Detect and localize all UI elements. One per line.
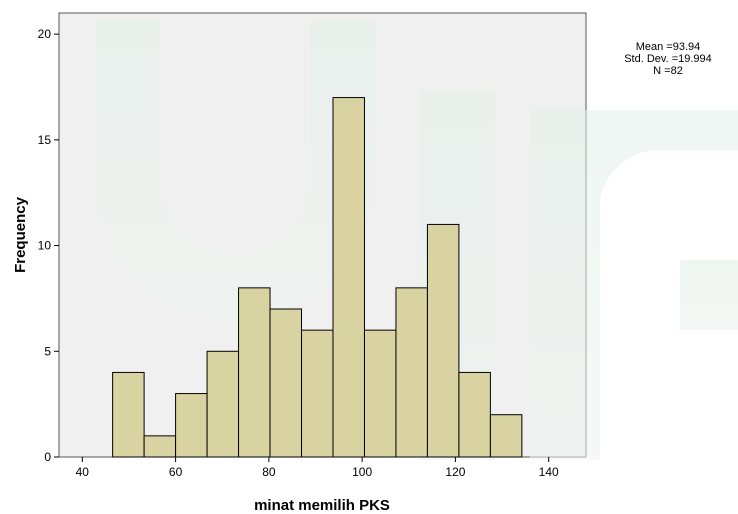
x-tick-label: 60 [169, 465, 183, 479]
histogram-bar [143, 435, 177, 458]
histogram-bar [175, 393, 208, 458]
histogram-bar [363, 329, 397, 458]
x-axis-title: minat memilih PKS [254, 497, 390, 514]
stat-n: N =82 [653, 65, 683, 77]
stat-std-dev: Std. Dev. =19.994 [624, 53, 712, 65]
stats-legend: Mean =93.94 Std. Dev. =19.994 N =82 [624, 41, 712, 77]
y-tick-label: 10 [38, 239, 52, 253]
histogram-bar [238, 287, 271, 458]
x-tick-label: 80 [262, 465, 276, 479]
x-tick-label: 40 [76, 465, 90, 479]
histogram-bar [332, 97, 365, 458]
x-tick-label: 120 [445, 465, 465, 479]
histogram-bar [395, 287, 428, 458]
histogram-bar [426, 223, 460, 458]
x-tick-label: 140 [539, 465, 559, 479]
y-tick-label: 0 [44, 450, 51, 464]
histogram-bar [206, 350, 240, 458]
histogram-bar [489, 414, 523, 458]
y-tick-label: 5 [44, 344, 51, 358]
histogram-bar [301, 329, 334, 458]
histogram-bar [458, 371, 491, 458]
histogram-bar [269, 308, 303, 458]
stat-mean: Mean =93.94 [636, 41, 701, 53]
y-tick-label: 20 [38, 27, 52, 41]
histogram-bar [112, 371, 145, 458]
x-tick-label: 100 [352, 465, 372, 479]
y-axis-title: Frequency [12, 196, 29, 273]
y-tick-label: 15 [38, 133, 52, 147]
